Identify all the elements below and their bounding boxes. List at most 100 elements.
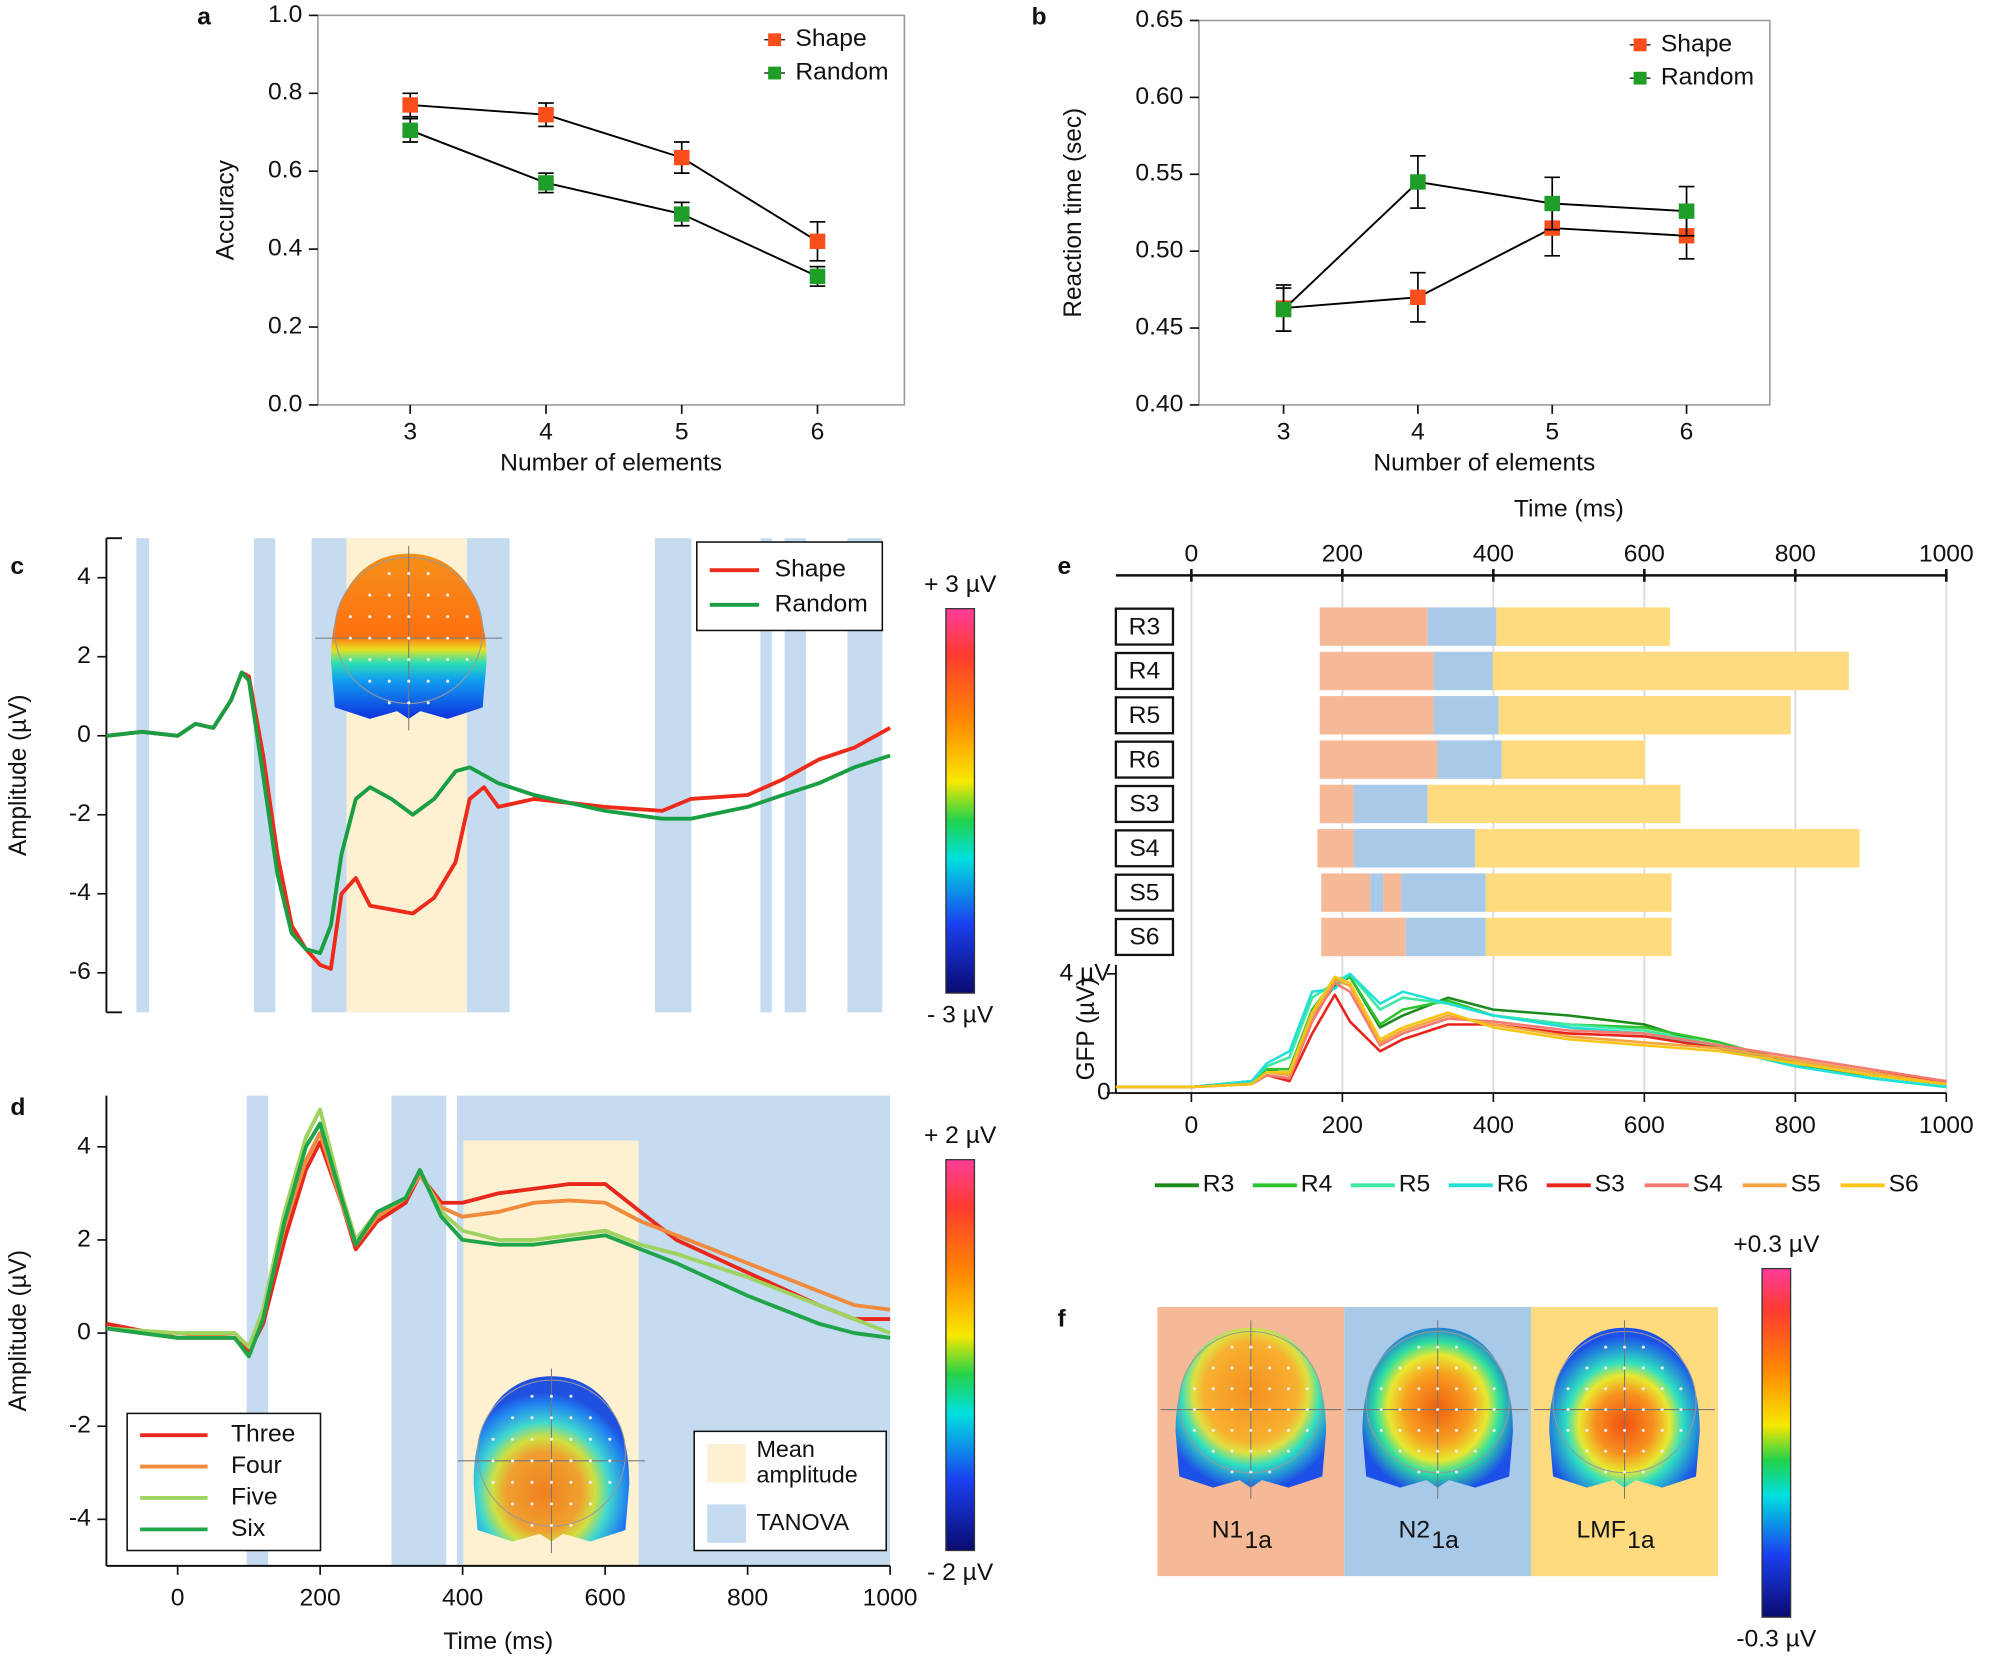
map-label-sub: 1a xyxy=(1431,1527,1459,1554)
electrode xyxy=(1473,1387,1477,1391)
state-segment xyxy=(1437,740,1502,779)
panel-label: d xyxy=(10,1094,25,1121)
row-label: S3 xyxy=(1129,791,1159,818)
electrode xyxy=(1622,1470,1627,1474)
legend-label: Random xyxy=(795,59,888,86)
series-line xyxy=(1115,972,1947,1089)
topomap xyxy=(458,1368,645,1554)
electrode xyxy=(491,1480,495,1484)
electrode xyxy=(387,701,391,705)
tanova-interval xyxy=(654,538,692,1013)
electrode xyxy=(1492,1387,1496,1391)
panel-label: f xyxy=(1057,1305,1066,1332)
electrode xyxy=(1249,1470,1253,1474)
electrode xyxy=(1604,1449,1608,1453)
electrode xyxy=(1286,1366,1291,1370)
x-tick-label: 1000 xyxy=(1919,540,1974,567)
electrode xyxy=(1398,1387,1402,1391)
electrode xyxy=(368,593,372,597)
electrode xyxy=(1398,1449,1402,1453)
electrode xyxy=(1585,1408,1589,1412)
legend-label: Three xyxy=(231,1421,295,1448)
state-segment xyxy=(1492,651,1849,691)
x-axis-label: Time (ms) xyxy=(1514,496,1624,523)
electrode xyxy=(1417,1345,1421,1349)
x-tick-label: 0 xyxy=(1185,1112,1199,1139)
electrode xyxy=(446,615,450,619)
y-tick-label: 0.40 xyxy=(1135,390,1183,417)
electrode xyxy=(1436,1345,1440,1349)
electrode xyxy=(387,572,391,576)
row-label-box xyxy=(1114,917,1175,957)
electrode xyxy=(1417,1366,1421,1370)
x-tick-label: 800 xyxy=(1775,1112,1816,1139)
electrode xyxy=(368,658,372,662)
electrode xyxy=(1286,1408,1291,1412)
panel-label: b xyxy=(1032,3,1047,30)
tanova-interval xyxy=(136,538,150,1013)
electrode xyxy=(1211,1387,1215,1391)
state-segment xyxy=(1353,829,1476,868)
electrode xyxy=(588,1416,592,1420)
state-segment xyxy=(1485,873,1672,912)
electrode xyxy=(1192,1408,1196,1412)
electrode xyxy=(1436,1366,1440,1370)
electrode xyxy=(1566,1408,1570,1412)
electrode xyxy=(1249,1366,1253,1370)
x-tick-label: 0 xyxy=(1185,540,1199,567)
state-segment xyxy=(1319,651,1434,691)
x-tick-label: 600 xyxy=(585,1585,626,1612)
marker xyxy=(1678,203,1695,219)
x-tick-label: 1000 xyxy=(863,1585,918,1612)
electrode xyxy=(348,658,352,662)
state-segment xyxy=(1317,829,1354,868)
electrode xyxy=(1249,1449,1253,1453)
electrode xyxy=(1454,1387,1459,1391)
electrode xyxy=(1436,1428,1440,1432)
x-tick-label: 800 xyxy=(727,1585,768,1612)
electrode xyxy=(407,615,411,619)
y-tick-label: -2 xyxy=(69,800,91,827)
electrode xyxy=(608,1459,612,1463)
electrode xyxy=(1454,1366,1459,1370)
legend-label: Four xyxy=(231,1452,282,1479)
electrode xyxy=(1230,1408,1234,1412)
y-tick-label: 2 xyxy=(77,642,91,669)
y-tick-label: -4 xyxy=(69,1505,91,1532)
legend-label: Six xyxy=(231,1515,265,1542)
electrode xyxy=(1641,1470,1645,1474)
electrode xyxy=(569,1502,573,1506)
electrode xyxy=(407,679,411,683)
state-segment xyxy=(1401,873,1486,912)
electrode xyxy=(446,658,450,662)
colorbar-min: -0.3 µV xyxy=(1736,1626,1817,1653)
y-tick-label: 1.0 xyxy=(268,1,302,28)
electrode xyxy=(1230,1428,1234,1432)
electrode xyxy=(1473,1428,1477,1432)
legend-marker xyxy=(1633,71,1647,85)
electrode xyxy=(1622,1366,1627,1370)
legend-label: R3 xyxy=(1203,1171,1235,1198)
colorbar xyxy=(945,608,976,994)
x-tick-label: 4 xyxy=(539,419,553,446)
series-line xyxy=(106,670,891,956)
y-tick-label: 0.60 xyxy=(1135,83,1183,110)
shading-legend-item: Mean amplitude xyxy=(756,1436,857,1487)
x-tick-label: 1000 xyxy=(1919,1112,1974,1139)
x-axis-label: Time (ms) xyxy=(443,1628,553,1655)
electrode xyxy=(1679,1408,1683,1412)
marker xyxy=(809,233,826,250)
electrode xyxy=(1249,1345,1253,1349)
x-tick-label: 200 xyxy=(1322,1112,1363,1139)
electrode xyxy=(510,1437,515,1441)
series-line xyxy=(409,129,818,278)
electrode xyxy=(1417,1428,1421,1432)
electrode xyxy=(387,636,391,640)
legend-label: Five xyxy=(231,1484,278,1511)
row-label: R6 xyxy=(1129,746,1161,773)
marker xyxy=(1544,195,1561,212)
panel-label: e xyxy=(1057,553,1071,580)
marker xyxy=(1410,289,1426,305)
y-tick-label: 0.45 xyxy=(1135,314,1183,341)
y-tick-label: 0.0 xyxy=(268,390,302,417)
